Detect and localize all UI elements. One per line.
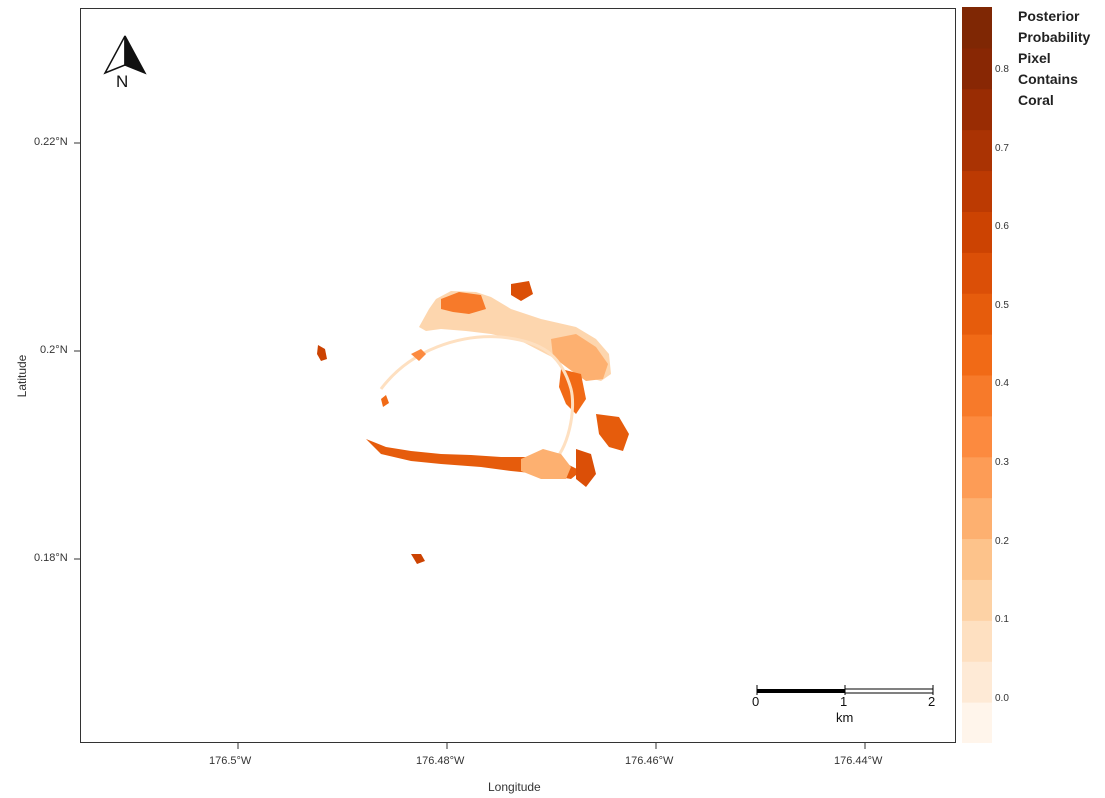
coral-patch-south-lobe [521,449,571,479]
scale-unit: km [836,710,854,725]
legend-swatch [962,47,992,90]
map-panel [80,8,956,743]
legend-swatch [962,170,992,212]
legend-swatch [962,252,992,294]
legend-swatch [962,456,992,499]
legend-tick-label: 0.2 [995,536,1009,547]
coral-patch-south-east [576,449,596,487]
legend-swatch [962,211,992,253]
legend-tick-label: 0.0 [995,693,1009,704]
legend-title-line: Coral [1018,92,1054,108]
coral-patch-east-small [596,414,629,451]
legend-color-bar [962,7,992,743]
legend-swatch [962,702,992,743]
legend-swatch [962,579,992,621]
coral-patch-north-islet [511,281,533,301]
legend-tick-label: 0.7 [995,143,1009,154]
x-tick-label: 176.44°W [834,755,883,767]
scale-bar [756,685,934,695]
legend-title-line: Pixel [1018,50,1051,66]
legend-swatch [962,661,992,703]
legend-tick-label: 0.6 [995,221,1009,232]
legend-title-line: Posterior [1018,8,1080,24]
legend-title-line: Contains [1018,71,1078,87]
coral-patch-west-mid [381,395,389,407]
coral-patch-west-arc [411,349,426,361]
legend-swatch [962,129,992,172]
north-label: N [116,72,129,91]
legend-tick-label: 0.5 [995,300,1009,311]
legend-tick-label: 0.4 [995,378,1009,389]
legend-swatch [962,88,992,131]
coral-patch-west-outlier [317,345,327,361]
coral-probability-raster [317,281,629,564]
legend-tick-label: 0.8 [995,64,1009,75]
legend-swatch [962,415,992,458]
x-tick-label: 176.5°W [209,755,252,767]
coral-patch-south-outlier [411,554,425,564]
x-axis-title: Longitude [488,780,541,794]
legend-tick-label: 0.1 [995,614,1009,625]
legend-swatch [962,620,992,662]
legend-swatch [962,375,992,417]
legend-swatch [962,334,992,376]
north-arrow-icon [103,35,147,75]
scale-label-1: 1 [840,694,848,709]
scale-label-2: 2 [928,694,936,709]
map-canvas [103,35,934,695]
legend-swatch [962,538,992,580]
coral-patch-north-cluster [441,292,486,314]
legend-swatch [962,7,992,49]
legend-tick-label: 0.3 [995,457,1009,468]
legend-swatch [962,497,992,540]
y-axis-title: Latitude [15,354,29,398]
legend-swatch [962,293,992,335]
legend-title: Posterior Probability Pixel Contains Cor… [1018,6,1104,111]
y-tick-label: 0.18°N [34,552,68,564]
lagoon-inner-edge [379,335,575,466]
y-tick-label: 0.2°N [40,344,68,356]
coral-patch-northeast-core [551,334,608,381]
scale-label-0: 0 [752,694,760,709]
x-tick-label: 176.46°W [625,755,674,767]
legend-title-line: Probability [1018,29,1091,45]
y-axis [74,142,80,560]
x-tick-label: 176.48°W [416,755,465,767]
y-tick-label: 0.22°N [34,136,68,148]
